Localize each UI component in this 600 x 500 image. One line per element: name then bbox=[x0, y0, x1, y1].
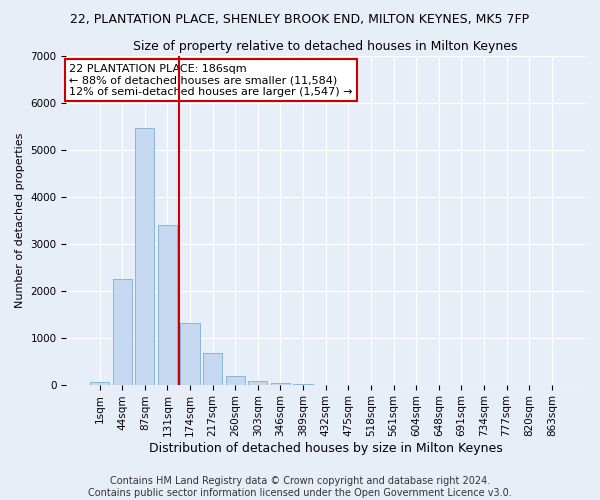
Bar bbox=[113, 279, 132, 384]
Bar bbox=[135, 128, 154, 384]
Bar bbox=[271, 383, 290, 384]
Bar bbox=[90, 382, 109, 384]
X-axis label: Distribution of detached houses by size in Milton Keynes: Distribution of detached houses by size … bbox=[149, 442, 503, 455]
Bar bbox=[158, 225, 177, 384]
Text: 22 PLANTATION PLACE: 186sqm
← 88% of detached houses are smaller (11,584)
12% of: 22 PLANTATION PLACE: 186sqm ← 88% of det… bbox=[69, 64, 352, 97]
Text: 22, PLANTATION PLACE, SHENLEY BROOK END, MILTON KEYNES, MK5 7FP: 22, PLANTATION PLACE, SHENLEY BROOK END,… bbox=[70, 12, 530, 26]
Bar bbox=[181, 324, 200, 384]
Text: Contains HM Land Registry data © Crown copyright and database right 2024.
Contai: Contains HM Land Registry data © Crown c… bbox=[88, 476, 512, 498]
Bar bbox=[248, 381, 268, 384]
Title: Size of property relative to detached houses in Milton Keynes: Size of property relative to detached ho… bbox=[133, 40, 518, 53]
Bar bbox=[226, 376, 245, 384]
Y-axis label: Number of detached properties: Number of detached properties bbox=[15, 132, 25, 308]
Bar bbox=[203, 352, 222, 384]
